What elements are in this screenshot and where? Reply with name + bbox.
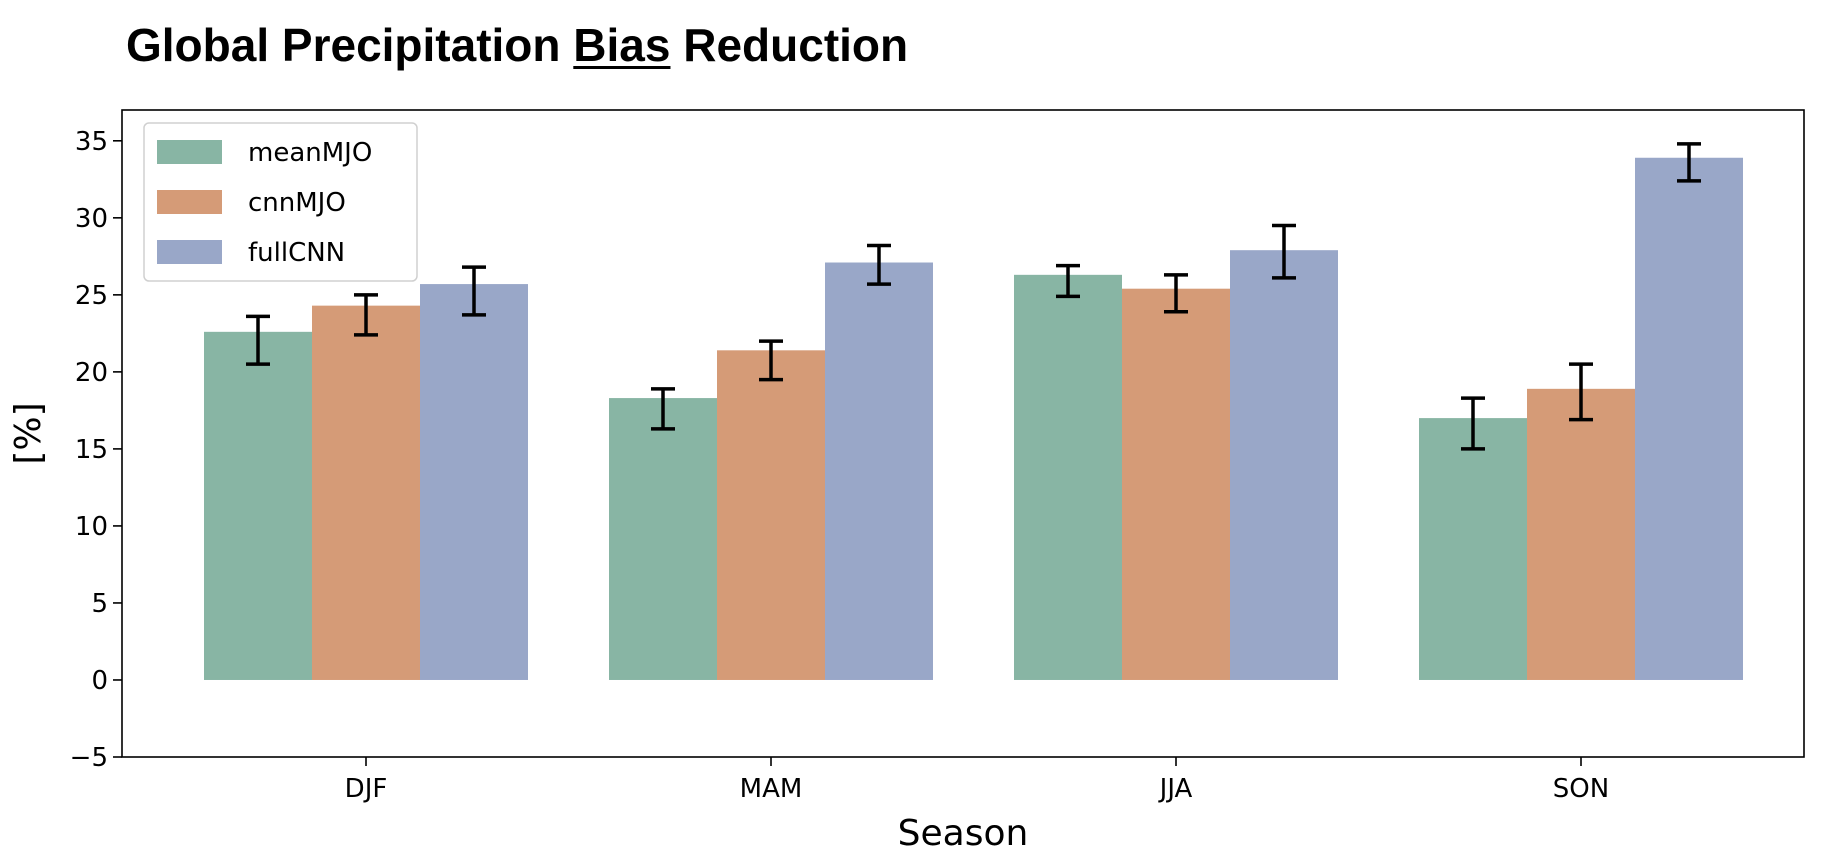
title-prefix: Global Precipitation xyxy=(126,19,574,71)
bar-meanMJO-MAM xyxy=(609,398,717,680)
bar-meanMJO-DJF xyxy=(204,331,312,680)
y-axis: −5 0 5 10 15 20 25 30 35 xyxy=(70,127,122,773)
legend-label-cnnMJO: cnnMJO xyxy=(248,188,346,218)
chart-marks xyxy=(204,142,1743,680)
y-tick-label: 10 xyxy=(75,512,108,542)
title-emphasis: Bias xyxy=(573,19,671,71)
bar-cnnMJO-DJF xyxy=(312,305,420,680)
legend-label-meanMJO: meanMJO xyxy=(248,138,372,168)
x-tick-label: JJA xyxy=(1158,774,1193,804)
bar-cnnMJO-JJA xyxy=(1122,288,1230,680)
y-tick-label: 5 xyxy=(91,589,108,619)
bar-fullCNN-JJA xyxy=(1230,250,1338,680)
legend-swatch-fullCNN xyxy=(157,240,222,264)
x-axis: DJF MAM JJA SON xyxy=(345,757,1609,804)
plot-frame xyxy=(121,109,1805,758)
title-suffix: Reduction xyxy=(670,19,909,71)
legend-label-fullCNN: fullCNN xyxy=(248,238,345,268)
bar-fullCNN-DJF xyxy=(420,284,528,680)
bar-fullCNN-SON xyxy=(1635,157,1743,680)
y-tick-label: 0 xyxy=(91,666,108,696)
bar-meanMJO-JJA xyxy=(1014,274,1122,680)
y-tick-label: 30 xyxy=(75,204,108,234)
legend: meanMJO cnnMJO fullCNN xyxy=(143,122,418,282)
legend-swatch-meanMJO xyxy=(157,140,222,164)
chart-title: Global Precipitation Bias Reduction xyxy=(126,18,908,72)
bar-cnnMJO-MAM xyxy=(717,350,825,680)
y-tick-label: 25 xyxy=(75,281,108,311)
y-tick-label: 15 xyxy=(75,435,108,465)
y-tick-label: −5 xyxy=(70,743,108,773)
y-axis-label: [%] xyxy=(8,402,49,464)
x-tick-label: DJF xyxy=(345,774,388,804)
y-tick-label: 20 xyxy=(75,358,108,388)
y-tick-label: 35 xyxy=(75,127,108,157)
bar-meanMJO-SON xyxy=(1419,418,1527,680)
bar-fullCNN-MAM xyxy=(825,262,933,680)
legend-swatch-cnnMJO xyxy=(157,190,222,214)
x-tick-label: MAM xyxy=(740,774,803,804)
x-tick-label: SON xyxy=(1553,774,1609,804)
bar-cnnMJO-SON xyxy=(1527,388,1635,680)
x-axis-label: Season xyxy=(898,813,1029,854)
